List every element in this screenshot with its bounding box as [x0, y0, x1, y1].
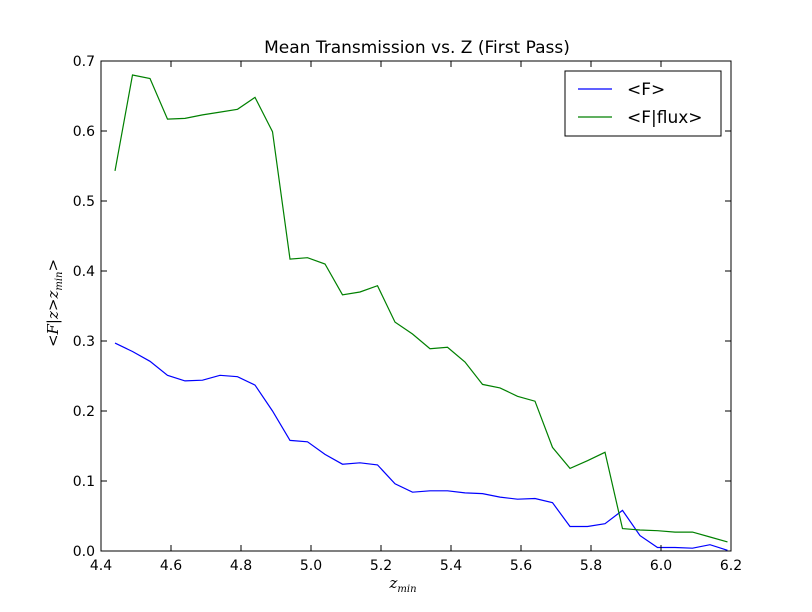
y-axis-label-tail: >	[44, 259, 62, 272]
legend-frame	[564, 70, 722, 137]
y-axis-label: <F|z>zmin>	[44, 259, 65, 347]
y-tick-label-3: 0.3	[73, 334, 95, 350]
y-tick-label-7: 0.7	[73, 54, 95, 70]
series-line-0	[114, 342, 728, 551]
y-tick-label-5: 0.5	[73, 194, 95, 210]
x-tick-label-8: 6.0	[650, 558, 672, 574]
legend: <F> <F|flux>	[564, 70, 722, 137]
x-axis-ticks: 4.4 4.6 4.8 5.0 5.2 5.4 5.6 5.8 6.0 6.2	[90, 61, 742, 574]
y-axis-ticks: 0.0 0.1 0.2 0.3 0.4 0.5 0.6 0.7	[73, 54, 731, 560]
y-tick-label-0: 0.0	[73, 544, 95, 560]
series-layer	[114, 74, 728, 551]
y-tick-label-4: 0.4	[73, 264, 95, 280]
x-tick-label-0: 4.4	[90, 558, 112, 574]
y-axis-label-main: <F|z>z	[44, 291, 62, 348]
x-tick-label-5: 5.4	[440, 558, 462, 574]
y-axis-label-subscript: min	[54, 272, 65, 291]
plot-area-frame	[100, 60, 732, 552]
x-tick-label-2: 4.8	[230, 558, 252, 574]
y-tick-label-1: 0.1	[73, 474, 95, 490]
x-axis-label: zmin	[388, 574, 416, 595]
legend-label-f: <F>	[627, 80, 665, 100]
x-axis-label-main: z	[388, 574, 397, 592]
x-tick-label-4: 5.2	[370, 558, 392, 574]
x-tick-label-7: 5.8	[580, 558, 602, 574]
x-tick-label-3: 5.0	[300, 558, 322, 574]
chart-title: Mean Transmission vs. Z (First Pass)	[264, 38, 570, 58]
x-tick-label-1: 4.6	[160, 558, 182, 574]
y-tick-label-6: 0.6	[73, 124, 95, 140]
y-tick-label-2: 0.2	[73, 404, 95, 420]
series-line-1	[114, 74, 728, 543]
x-tick-label-6: 5.6	[510, 558, 532, 574]
x-tick-label-9: 6.2	[720, 558, 742, 574]
legend-label-f-flux: <F|flux>	[627, 108, 703, 128]
x-axis-label-subscript: min	[397, 584, 416, 595]
